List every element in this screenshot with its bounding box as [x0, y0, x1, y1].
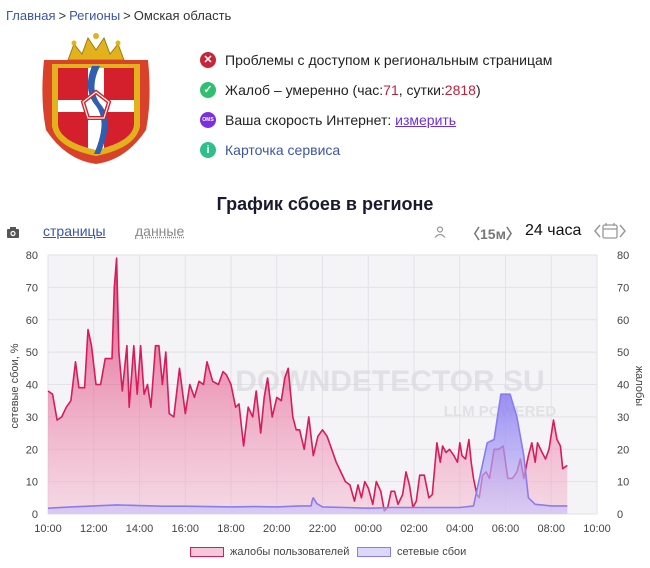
- x-tick-label: 22:00: [309, 523, 337, 535]
- y-axis-right-label: жалобы: [633, 366, 645, 406]
- y-tick-left: 50: [26, 347, 38, 359]
- breadcrumb-home-link[interactable]: Главная: [6, 8, 56, 23]
- service-card-link[interactable]: Карточка сервиса: [225, 142, 341, 158]
- camera-icon[interactable]: [6, 225, 20, 239]
- speed-text: Ваша скорость Интернет:: [225, 112, 392, 128]
- y-axis-left-label: сетевые сбои, %: [9, 343, 21, 428]
- complaints-day-label: , сутки:: [398, 82, 445, 98]
- series-area-network: [48, 394, 568, 514]
- interval-15m-button[interactable]: 〈15м〉: [466, 226, 520, 242]
- y-tick-left: 0: [32, 509, 38, 521]
- tab-pages[interactable]: страницы: [43, 223, 106, 239]
- legend-swatch-complaints: [190, 547, 224, 557]
- access-problems-status: ✕ Проблемы с доступом к региональным стр…: [200, 51, 552, 69]
- x-tick-label: 04:00: [446, 523, 474, 535]
- complaints-hour-value: 71: [383, 82, 399, 98]
- legend-item-complaints[interactable]: жалобы пользователей: [190, 546, 349, 558]
- legend-label-network: сетевые сбои: [397, 546, 467, 558]
- x-tick-label: 00:00: [354, 523, 382, 535]
- y-tick-right: 20: [617, 444, 629, 456]
- complaints-prefix: Жалоб – умеренно (час:: [225, 82, 384, 98]
- y-tick-left: 40: [26, 380, 38, 392]
- y-tick-right: 30: [617, 412, 629, 424]
- complaints-status: ✓ Жалоб – умеренно (час: 71, сутки: 2818…: [200, 81, 481, 99]
- y-tick-left: 60: [26, 315, 38, 327]
- complaints-suffix: ): [475, 82, 481, 98]
- y-tick-left: 10: [26, 477, 38, 489]
- y-tick-right: 70: [617, 282, 629, 294]
- breadcrumb-regions-link[interactable]: Регионы: [69, 8, 121, 23]
- range-24h-label[interactable]: 24 часа: [525, 222, 582, 239]
- x-tick-label: 20:00: [263, 523, 291, 535]
- x-tick-label: 12:00: [80, 523, 108, 535]
- x-tick-label: 10:00: [34, 523, 62, 535]
- info-icon: i: [200, 142, 216, 158]
- x-tick-label: 02:00: [400, 523, 428, 535]
- speed-status: OMS Ваша скорость Интернет: измерить: [200, 111, 456, 129]
- y-tick-right: 80: [617, 250, 629, 262]
- region-coat-of-arms-logo: [42, 33, 150, 164]
- speedtest-icon: OMS: [200, 112, 216, 128]
- legend-label-complaints: жалобы пользователей: [230, 546, 350, 558]
- y-tick-right: 10: [617, 477, 629, 489]
- axis-labels: 0 0 10 10 20 20 30 30 40 40 50 50 60 60 70 70 80 80 10:00 1…: [26, 250, 630, 535]
- error-x-icon: ✕: [200, 52, 216, 68]
- y-tick-right: 50: [617, 347, 629, 359]
- legend-item-network[interactable]: сетевые сбои: [357, 546, 466, 558]
- measure-speed-link[interactable]: измерить: [395, 112, 457, 128]
- series-line-network: [47, 393, 568, 509]
- outage-chart[interactable]: DOWNDETECTOR SU LLM POWERED 001010202030…: [0, 246, 650, 542]
- complaints-day-value: 2818: [444, 82, 476, 98]
- x-tick-label: 10:00: [583, 523, 611, 535]
- x-tick-label: 08:00: [537, 523, 565, 535]
- y-tick-left: 80: [26, 250, 38, 262]
- y-tick-right: 60: [617, 315, 629, 327]
- series-group: [47, 257, 568, 514]
- y-tick-left: 20: [26, 444, 38, 456]
- legend-swatch-network: [357, 547, 391, 557]
- y-tick-left: 30: [26, 412, 38, 424]
- x-tick-label: 06:00: [492, 523, 520, 535]
- y-tick-left: 70: [26, 282, 38, 294]
- access-problems-text: Проблемы с доступом к региональным стран…: [225, 52, 553, 68]
- checkmark-icon: ✓: [200, 82, 216, 98]
- calendar-navigation-icon[interactable]: [594, 222, 626, 240]
- y-tick-right: 0: [617, 509, 623, 521]
- breadcrumb-separator: >: [58, 8, 67, 23]
- x-tick-label: 14:00: [126, 523, 154, 535]
- breadcrumb-separator: >: [123, 8, 131, 23]
- service-card-row: i Карточка сервиса: [200, 141, 340, 159]
- x-tick-label: 18:00: [217, 523, 245, 535]
- chart-title: График сбоев в регионе: [216, 194, 434, 214]
- user-icon[interactable]: [434, 226, 446, 238]
- tab-data[interactable]: данные: [135, 223, 185, 239]
- x-tick-label: 16:00: [171, 523, 199, 535]
- breadcrumb-current: Омская область: [133, 8, 232, 23]
- breadcrumb: Главная > Регионы > Омская область: [6, 8, 231, 23]
- y-tick-right: 40: [617, 380, 629, 392]
